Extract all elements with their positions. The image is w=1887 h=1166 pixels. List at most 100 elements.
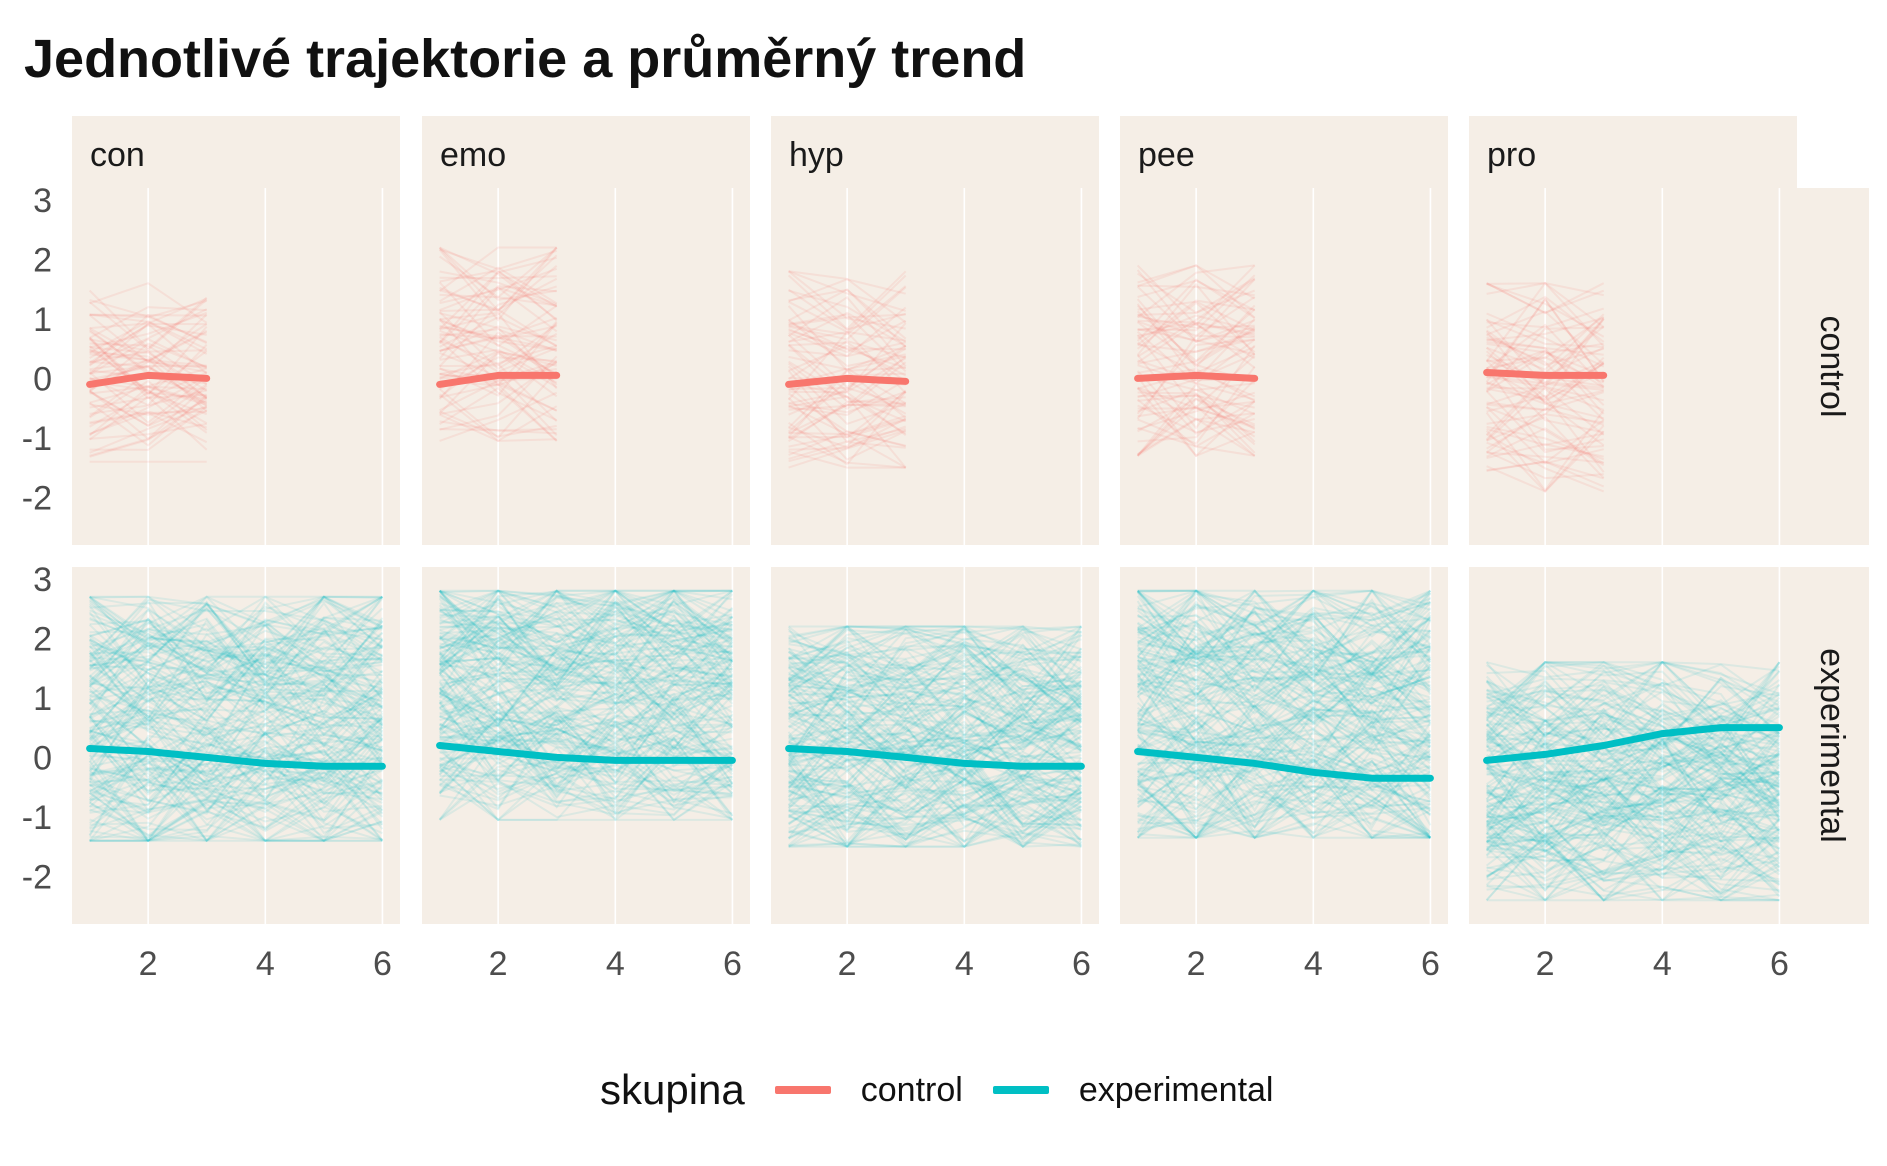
trajectory-pro-control (1485, 330, 1604, 405)
trajectory-con-experimental (89, 699, 384, 764)
trajectory-emo-control (438, 331, 558, 400)
trajectory-hyp-experimental (788, 657, 1082, 711)
trajectory-emo-experimental (439, 617, 733, 667)
trajectory-pee-experimental (1137, 747, 1432, 835)
trajectory-con-control (89, 383, 208, 427)
trajectory-pro-experimental (1485, 718, 1781, 807)
trajectory-emo-experimental (439, 589, 734, 658)
trajectory-emo-experimental (439, 731, 733, 781)
trajectory-hyp-experimental (787, 691, 1083, 779)
trajectory-pro-experimental (1486, 681, 1780, 775)
trajectory-con-experimental (88, 647, 384, 748)
trajectory-con-experimental (88, 617, 383, 702)
trajectory-pro-experimental (1485, 805, 1781, 902)
trajectory-pro-control (1486, 360, 1605, 406)
trajectory-con-experimental (89, 689, 383, 751)
trajectory-con-experimental (89, 658, 383, 717)
trajectory-hyp-experimental (788, 659, 1082, 723)
trajectory-hyp-experimental (788, 770, 1083, 848)
trajectory-emo-experimental (438, 669, 733, 774)
trajectory-hyp-control (788, 341, 907, 383)
trajectory-emo-experimental (438, 590, 733, 656)
trajectory-pro-experimental (1486, 678, 1780, 747)
trajectory-emo-experimental (439, 669, 733, 735)
trajectory-con-control (89, 391, 208, 427)
trajectory-pro-control (1486, 338, 1605, 415)
trajectory-con-control (89, 410, 207, 425)
trajectory-con-control (89, 351, 208, 399)
trajectory-emo-experimental (439, 672, 734, 756)
trajectory-con-experimental (89, 781, 383, 833)
trajectory-pee-experimental (1137, 589, 1431, 672)
trajectory-emo-control (439, 339, 558, 422)
strip-hyp (771, 116, 1099, 188)
trajectory-pee-experimental (1137, 589, 1431, 648)
trajectory-pee-control (1136, 370, 1256, 436)
trajectory-pro-experimental (1486, 698, 1781, 769)
trajectory-emo-experimental (439, 589, 733, 670)
trajectory-pro-experimental (1485, 814, 1780, 892)
trajectory-emo-experimental (439, 682, 734, 786)
trajectory-con-control (89, 365, 207, 375)
trajectory-hyp-control (788, 379, 907, 417)
trajectory-hyp-experimental (788, 678, 1082, 746)
trajectory-hyp-experimental (788, 672, 1082, 746)
trajectory-emo-experimental (439, 595, 733, 670)
trajectory-hyp-experimental (788, 790, 1082, 838)
trajectory-pee-experimental (1136, 646, 1432, 759)
trajectory-pro-experimental (1485, 661, 1780, 745)
trajectory-pee-experimental (1137, 630, 1431, 726)
trajectory-pro-experimental (1486, 664, 1780, 753)
trajectory-pro-experimental (1485, 763, 1780, 832)
trajectory-hyp-experimental (788, 637, 1083, 710)
trajectory-pro-experimental (1485, 781, 1780, 872)
trajectory-emo-control (438, 247, 558, 312)
trajectory-emo-experimental (438, 760, 733, 820)
trajectory-pee-experimental (1136, 619, 1432, 729)
trajectory-pro-experimental (1486, 735, 1781, 822)
trajectory-emo-experimental (439, 714, 733, 813)
trajectory-pee-control (1137, 338, 1256, 385)
trajectory-con-experimental (89, 762, 383, 842)
trajectory-pee-experimental (1137, 609, 1431, 698)
trajectory-pro-control (1486, 317, 1605, 385)
trajectory-con-experimental (89, 717, 383, 806)
trajectory-hyp-experimental (787, 768, 1082, 846)
trajectory-pro-experimental (1485, 661, 1780, 728)
trajectory-emo-experimental (438, 628, 733, 712)
trajectory-pee-experimental (1137, 590, 1432, 666)
trajectory-emo-control (439, 293, 557, 307)
trajectory-emo-experimental (439, 668, 733, 725)
trajectory-emo-control (439, 428, 557, 432)
trajectory-hyp-experimental (788, 625, 1083, 694)
trajectory-pro-experimental (1485, 718, 1781, 821)
trajectory-con-experimental (89, 671, 384, 763)
trajectory-hyp-experimental (787, 684, 1083, 765)
y-tick-label: 3 (33, 561, 52, 599)
trajectory-pee-control (1137, 388, 1256, 416)
trajectory-pro-control (1486, 310, 1605, 366)
trajectory-hyp-control (788, 418, 907, 451)
trajectory-pee-experimental (1136, 717, 1432, 803)
trajectory-pee-experimental (1136, 662, 1431, 756)
trajectory-con-control (89, 411, 208, 444)
trajectory-pee-control (1136, 382, 1256, 457)
legend-title: skupina (600, 1066, 745, 1113)
trajectory-hyp-experimental (788, 700, 1082, 744)
trajectory-emo-experimental (438, 589, 733, 662)
trajectory-hyp-experimental (788, 690, 1082, 782)
trajectory-con-experimental (89, 596, 384, 681)
trajectory-emo-experimental (439, 702, 733, 797)
trajectory-hyp-experimental (787, 757, 1082, 841)
trajectory-hyp-experimental (788, 783, 1083, 841)
trajectory-con-experimental (89, 595, 383, 658)
y-tick-label: 2 (33, 620, 52, 658)
trajectory-pee-experimental (1137, 629, 1432, 724)
x-tick-label: 2 (139, 945, 158, 983)
trajectory-con-experimental (89, 755, 383, 842)
trajectory-hyp-control (788, 313, 907, 373)
trajectory-con-experimental (89, 673, 383, 720)
trajectory-pee-experimental (1136, 756, 1431, 839)
trajectory-hyp-control (787, 305, 906, 372)
trajectory-hyp-control (787, 318, 906, 368)
